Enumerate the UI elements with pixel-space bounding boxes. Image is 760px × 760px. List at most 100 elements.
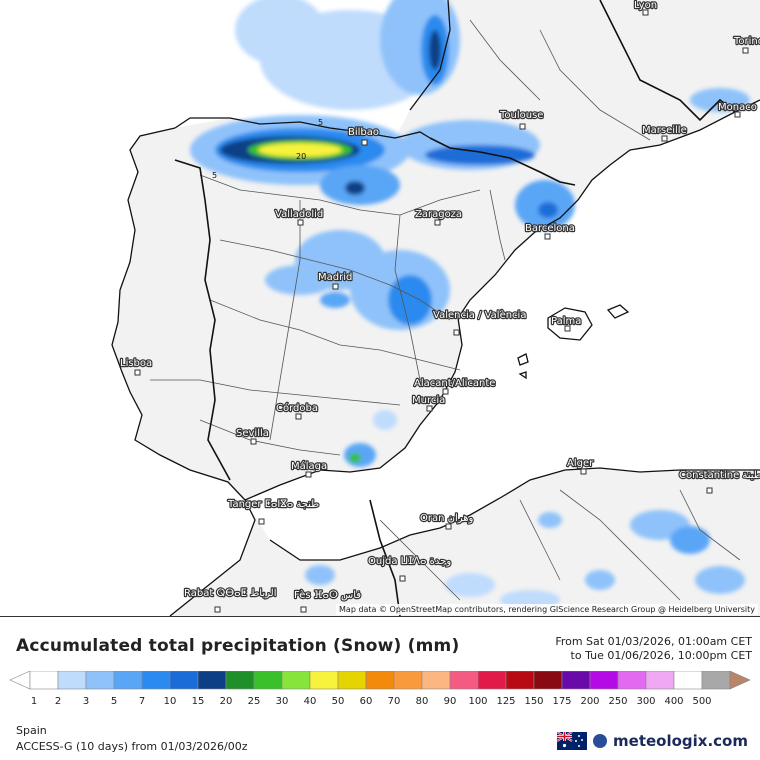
city-dot: [434, 219, 441, 226]
legend-label: 250: [608, 696, 627, 707]
legend-swatch: [197, 671, 227, 690]
legend-swatch: [505, 671, 535, 690]
city-dot: [297, 219, 304, 226]
legend-label: 70: [388, 696, 401, 707]
atlantic-sea: [0, 0, 255, 616]
legend-swatch: [85, 671, 115, 690]
precipitation-map[interactable]: 5 5 20 Lyon Torino Toulouse Monaco Marse…: [0, 0, 760, 617]
city-label-fes[interactable]: Fès ⴼⴰⵙ فاس: [293, 588, 363, 602]
city-label-madrid[interactable]: Madrid: [317, 271, 354, 284]
legend-label: 20: [220, 696, 233, 707]
city-dot: [544, 233, 551, 240]
city-label-monaco[interactable]: Monaco: [717, 101, 758, 114]
city-label-constantine[interactable]: Constantine ‎قسنطينة: [678, 469, 760, 482]
mediterranean-sea: [245, 100, 760, 560]
legend-label: 90: [444, 696, 457, 707]
legend-label: 40: [304, 696, 317, 707]
city-dot: [734, 111, 741, 118]
legend-label: 1: [31, 696, 37, 707]
legend-swatch: [421, 671, 451, 690]
legend-start-arrow: [9, 671, 31, 690]
city-dot: [453, 329, 460, 336]
legend-label: 150: [524, 696, 543, 707]
city-label-alger[interactable]: Alger: [566, 457, 596, 470]
city-dot: [426, 405, 433, 412]
contour-label: 20: [296, 152, 306, 161]
city-dot: [250, 438, 257, 445]
city-dot: [134, 369, 141, 376]
legend-scale: 1 2 3 5 7 10 15 20 25 30 40 50 60 70 80 90 100 125 150 175 2…: [9, 671, 751, 707]
city-label-zaragoza[interactable]: Zaragoza: [414, 208, 463, 221]
map-canvas: 5 5 20 Lyon Torino Toulouse Monaco Marse…: [0, 0, 760, 616]
city-label-oujda[interactable]: Oujda ⵡⵊⴷⴰ وجدة: [367, 555, 453, 568]
legend-label: 80: [416, 696, 429, 707]
legend-swatch: [29, 671, 59, 690]
legend-label: 7: [139, 696, 145, 707]
legend-label: 500: [692, 696, 711, 707]
country-borders: [174, 0, 736, 616]
region-label: Spain: [16, 724, 47, 737]
legend-swatch: [141, 671, 171, 690]
city-dot: [519, 123, 526, 130]
city-label-sevilla[interactable]: Sevilla: [235, 427, 270, 440]
brand-name[interactable]: meteologix.com: [613, 732, 748, 750]
city-label-palma[interactable]: Palma: [550, 315, 583, 328]
legend-label: 10: [164, 696, 177, 707]
city-label-lisboa[interactable]: Lisboa: [119, 357, 154, 370]
city-label-cordoba[interactable]: Córdoba: [275, 401, 319, 415]
legend-swatch: [337, 671, 367, 690]
city-label-lyon[interactable]: Lyon: [633, 0, 658, 12]
legend-label: 400: [664, 696, 683, 707]
legend-label: 5: [111, 696, 117, 707]
map-attribution: Map data © OpenStreetMap contributors, r…: [336, 604, 758, 615]
city-label-torino[interactable]: Torino: [732, 35, 760, 48]
city-dot: [580, 468, 587, 475]
city-label-rabat[interactable]: Rabat ⵕⴱⴰⵟ الرباط: [183, 587, 278, 600]
legend-label: 100: [468, 696, 487, 707]
legend-label: 25: [248, 696, 261, 707]
legend-label: 175: [552, 696, 571, 707]
brand[interactable]: meteologix.com: [557, 730, 748, 752]
city-label-valladolid[interactable]: Valladolid: [274, 208, 325, 221]
legend-swatch: [645, 671, 675, 690]
city-label-valencia[interactable]: Valencia / València: [432, 308, 528, 322]
legend-label: 125: [496, 696, 515, 707]
legend-swatch: [533, 671, 563, 690]
chart-title: Accumulated total precipitation (Snow) (…: [16, 636, 460, 656]
period-to: to Tue 01/06/2026, 10:00pm CET: [570, 649, 752, 662]
legend-label: 15: [192, 696, 205, 707]
legend-swatch: [169, 671, 199, 690]
city-dot: [332, 283, 339, 290]
period-from: From Sat 01/03/2026, 01:00am CET: [555, 635, 752, 648]
city-label-alicante[interactable]: Alacant/Alicante: [413, 377, 497, 390]
coastlines: [111, 0, 760, 616]
legend-swatch: [701, 671, 731, 690]
city-label-barcelona[interactable]: Barcelona: [524, 222, 576, 235]
forecast-period: From Sat 01/03/2026, 01:00am CET to Tue …: [555, 635, 752, 663]
model-info: ACCESS-G (10 days) from 01/03/2026/00z: [16, 740, 248, 753]
city-dot: [258, 518, 265, 525]
color-legend: 1 2 3 5 7 10 15 20 25 30 40 50 60 70 80 90 100 125 150 175 2…: [6, 671, 758, 709]
legend-swatch: [589, 671, 619, 690]
city-label-toulouse[interactable]: Toulouse: [498, 109, 545, 122]
legend-swatch: [309, 671, 339, 690]
contour-label: 5: [212, 171, 217, 180]
city-label-tanger[interactable]: Tanger ⵟⴰⵏⴵⴰ طنجة: [226, 498, 321, 511]
city-dot: [706, 487, 713, 494]
city-label-murcia[interactable]: Murcia: [411, 394, 447, 407]
city-label-malaga[interactable]: Málaga: [290, 459, 329, 473]
legend-end-arrow: [729, 671, 751, 690]
city-dot: [300, 606, 307, 613]
city-dot: [305, 471, 312, 478]
city-dot: [445, 523, 452, 530]
city-label-marseille[interactable]: Marseille: [641, 124, 688, 137]
legend-label: 200: [580, 696, 599, 707]
city-label-bilbao[interactable]: Bilbao: [347, 126, 380, 139]
ibiza: [517, 353, 529, 366]
city-dot: [564, 325, 571, 332]
legend-label: 2: [55, 696, 61, 707]
legend-swatch: [113, 671, 143, 690]
city-markers: Lyon Torino Toulouse Monaco Marseille Bi…: [119, 0, 760, 613]
city-label-oran[interactable]: Oran وهران: [419, 512, 475, 525]
legend-swatch: [617, 671, 647, 690]
